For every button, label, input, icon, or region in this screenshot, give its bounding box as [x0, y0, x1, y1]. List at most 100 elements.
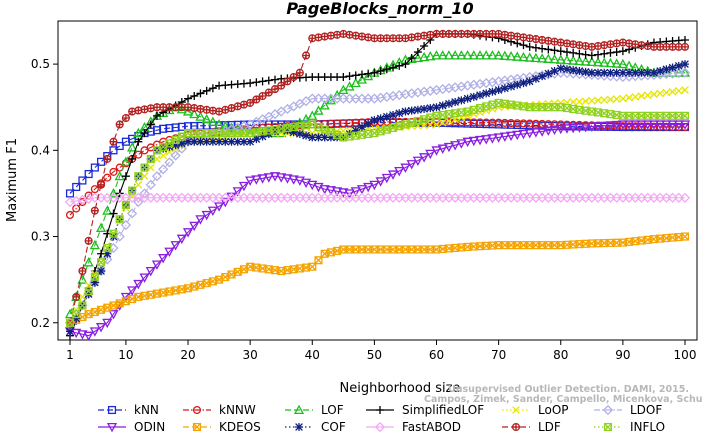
point-odin	[512, 130, 523, 141]
point-loop	[674, 86, 683, 95]
point-odin	[648, 120, 660, 130]
point-odin	[158, 254, 169, 264]
point-cof	[90, 278, 99, 287]
point-odin	[617, 120, 628, 130]
point-odin	[189, 221, 200, 232]
point-cof	[184, 137, 193, 146]
point-loop	[681, 86, 689, 94]
point-simplifiedlof	[264, 76, 273, 85]
legend-marker-lof	[293, 404, 305, 415]
point-simplifiedlof	[339, 73, 348, 82]
point-odin	[437, 144, 448, 154]
point-simplifiedlof	[401, 60, 410, 69]
point-kdeos	[680, 232, 690, 241]
point-lof	[108, 188, 119, 198]
point-simplifiedlof	[395, 61, 404, 70]
point-simplifiedlof	[550, 46, 559, 55]
point-simplifiedlof	[587, 51, 596, 60]
point-ldf	[258, 91, 267, 101]
legend-label-kdeos: KDEOS	[219, 420, 261, 434]
point-odin	[568, 123, 579, 134]
point-cof	[283, 126, 292, 135]
x-tick-label: 50	[367, 348, 382, 362]
point-inflo	[84, 287, 93, 296]
point-lof	[313, 105, 324, 115]
point-cof	[302, 131, 311, 140]
point-odin	[400, 163, 411, 173]
point-cof	[202, 137, 211, 146]
point-cof	[239, 137, 248, 146]
point-odin	[214, 202, 225, 212]
point-ldf	[270, 85, 280, 94]
point-simplifiedlof	[128, 154, 137, 163]
point-ldf	[264, 88, 273, 97]
point-cof	[656, 67, 665, 76]
legend-label-odin: ODIN	[134, 420, 165, 434]
point-lof	[207, 116, 218, 126]
point-odin	[89, 327, 100, 337]
point-odin	[419, 153, 430, 163]
point-cof	[575, 67, 584, 76]
point-lof	[592, 57, 604, 67]
x-axis-label: Neighborhood size	[340, 381, 461, 396]
point-ldf	[680, 42, 690, 51]
point-cof	[587, 68, 596, 77]
point-cof	[507, 82, 516, 91]
point-cof	[221, 137, 230, 146]
point-cof	[196, 137, 205, 146]
point-odin	[381, 173, 392, 184]
point-ldof	[679, 67, 691, 78]
point-odin	[257, 174, 268, 184]
point-cof	[463, 94, 472, 103]
point-loop	[612, 95, 621, 103]
point-cof	[171, 141, 180, 150]
point-cof	[289, 128, 298, 137]
point-loop	[619, 94, 627, 103]
point-simplifiedlof	[407, 54, 416, 63]
legend-label-knnw: kNNW	[219, 403, 256, 417]
point-cof	[519, 79, 528, 88]
point-cof	[606, 68, 615, 77]
point-cof	[637, 68, 646, 77]
point-ldf	[72, 292, 81, 301]
point-loop	[662, 88, 671, 97]
point-odin	[338, 188, 349, 198]
point-simplifiedlof	[146, 120, 155, 129]
point-simplifiedlof	[519, 41, 528, 50]
point-loop	[438, 118, 447, 127]
point-cof	[382, 112, 391, 121]
point-odin	[207, 206, 218, 217]
point-odin	[332, 187, 343, 197]
series-line-simplifiedlof	[69, 33, 686, 336]
point-inflo	[103, 243, 112, 253]
point-cof	[426, 104, 435, 113]
point-odin	[474, 135, 486, 146]
point-odin	[431, 146, 442, 156]
point-cof	[364, 119, 373, 128]
point-simplifiedlof	[190, 92, 199, 101]
point-odin	[673, 120, 684, 130]
point-inflo	[78, 301, 87, 310]
point-cof	[649, 68, 658, 77]
point-lof	[574, 55, 585, 66]
point-odin	[462, 137, 473, 148]
point-cof	[103, 249, 112, 258]
point-odin	[127, 286, 138, 296]
point-simplifiedlof	[413, 48, 422, 57]
point-lof	[543, 53, 554, 63]
point-ldof	[164, 157, 175, 168]
point-inflo	[128, 186, 137, 195]
point-odin	[561, 124, 573, 134]
point-lof	[450, 50, 461, 60]
point-cof	[500, 84, 509, 93]
point-ldof	[176, 143, 187, 154]
point-odin	[530, 128, 541, 138]
point-cof	[357, 123, 366, 132]
point-cof	[469, 92, 478, 101]
point-cof	[72, 314, 81, 323]
point-odin	[269, 172, 281, 182]
point-odin	[71, 328, 82, 339]
series-line-knnw	[69, 121, 686, 216]
y-tick-label: 0.4	[31, 143, 50, 157]
point-odin	[443, 142, 455, 153]
